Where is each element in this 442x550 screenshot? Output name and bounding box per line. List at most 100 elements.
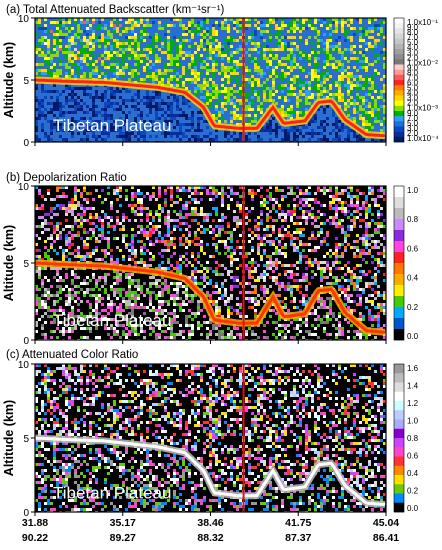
colorbar-label: 1.0 <box>407 417 419 426</box>
terrain-line <box>35 261 386 334</box>
x-tick-label-longitude: 87.37 <box>285 532 311 544</box>
colorbar-swatch <box>394 465 404 476</box>
colorbar-swatch <box>394 329 404 341</box>
colorbar-label: 2.0 <box>407 53 419 62</box>
colorbar-swatch <box>394 69 404 76</box>
colorbar-swatch <box>394 373 404 383</box>
y-tick-label: 0 <box>23 508 29 519</box>
colorbar-swatch <box>394 23 404 29</box>
colorbar-label: 8.0 <box>407 28 419 37</box>
y-axis-label: Altitude (km) <box>2 225 16 301</box>
colorbar-label: 1.0 <box>407 186 419 195</box>
colorbar-swatch <box>394 90 404 96</box>
colorbar-label: 1.0x10⁻¹ <box>407 18 438 27</box>
colorbar-swatch <box>394 410 404 420</box>
colorbar-swatch <box>394 85 404 91</box>
colorbar-swatch <box>394 219 404 231</box>
colorbar-label: 0.2 <box>407 487 419 496</box>
colorbar-swatch <box>394 38 404 45</box>
colorbar-swatch <box>394 43 404 50</box>
colorbar-label: 0.2 <box>407 303 419 312</box>
colorbar-swatch <box>394 274 404 286</box>
colorbar-swatch <box>394 230 404 242</box>
colorbar-swatch <box>394 252 404 264</box>
colorbar-swatch <box>394 116 404 122</box>
colorbar-swatch <box>394 18 404 24</box>
colorbar-label: 1.0x10⁻² <box>407 58 438 67</box>
colorbar-swatch <box>394 419 404 430</box>
colorbar-label: 3.0 <box>407 48 419 57</box>
y-tick-label: 10 <box>18 360 30 371</box>
x-tick-label-latitude: 31.88 <box>22 517 48 529</box>
colorbar-label: 8.0 <box>407 68 419 77</box>
colorbar-swatch <box>394 391 404 402</box>
x-tick-label-latitude: 45.04 <box>373 517 399 529</box>
colorbar-2: 1.6 1.4 1.2 1.0 0.8 0.6 0.4 0.2 0.0 <box>393 363 419 513</box>
y-tick-label: 0 <box>23 336 29 347</box>
colorbar-label: 5.0 <box>407 38 419 47</box>
colorbar-label: 0.8 <box>407 434 419 443</box>
x-tick-label-longitude: 89.27 <box>110 532 136 544</box>
x-tick-label-latitude: 35.17 <box>110 517 136 529</box>
colorbar-swatch <box>394 241 404 253</box>
colorbar-label: 0.8 <box>407 215 419 224</box>
colorbar-swatch <box>394 136 404 143</box>
colorbar-swatch <box>394 121 404 127</box>
colorbar-swatch <box>394 59 404 65</box>
x-tick-label-latitude: 38.46 <box>197 517 223 529</box>
colorbar-frame <box>393 363 405 513</box>
x-tick-label-latitude: 41.75 <box>285 517 311 529</box>
colorbar-swatch <box>394 74 404 81</box>
panel-title: (a) Total Attenuated Backscatter (km⁻¹sr… <box>6 4 225 16</box>
panel-2-plot <box>35 364 386 512</box>
colorbar-label: 0.0 <box>407 504 419 513</box>
colorbar-swatch <box>394 296 404 308</box>
colorbar-swatch <box>394 318 404 330</box>
colorbar-label: 0.6 <box>407 452 419 461</box>
colorbar-swatch <box>394 401 404 411</box>
colorbar-swatch <box>394 502 404 513</box>
colorbar-swatch <box>394 208 404 220</box>
colorbar-swatch <box>394 307 404 319</box>
colorbar-swatch <box>394 456 404 467</box>
colorbar-swatch <box>394 28 404 34</box>
colorbar-label: 9.0 <box>407 63 419 72</box>
colorbar-label: 4.0 <box>407 89 419 98</box>
colorbar-swatch <box>394 80 404 86</box>
colorbar-label: 3.0 <box>407 124 419 133</box>
colorbar-label: 0.6 <box>407 244 419 253</box>
y-tick-label: 5 <box>23 259 29 270</box>
terrain-line <box>35 78 386 138</box>
colorbar-0: 1.0x10⁻¹9.08.07.05.04.03.02.01.0x10⁻²9.0… <box>393 17 439 143</box>
colorbar-label: 3.0 <box>407 94 419 103</box>
tibetan-plateau-label: Tibetan Plateau <box>53 116 171 135</box>
colorbar-label: 1.2 <box>407 399 419 408</box>
colorbar-swatch <box>394 447 404 457</box>
colorbar-swatch <box>394 484 404 494</box>
y-axis-label: Altitude (km) <box>2 42 16 118</box>
colorbar-swatch <box>394 197 404 209</box>
x-tick-label-longitude: 86.41 <box>373 532 399 544</box>
colorbar-label: 1.0x10⁻⁴ <box>407 134 439 143</box>
colorbar-swatch <box>394 285 404 297</box>
colorbar-1: 1.0 0.8 0.6 0.4 0.2 0.0 <box>393 185 419 341</box>
colorbar-swatch <box>394 186 404 198</box>
y-tick-label: 5 <box>23 434 29 445</box>
colorbar-swatch <box>394 54 404 60</box>
colorbar-swatch <box>394 382 404 393</box>
x-tick-label-longitude: 90.22 <box>22 532 48 544</box>
colorbar-frame <box>393 17 405 143</box>
colorbar-swatch <box>394 438 404 448</box>
x-tick-label-longitude: 88.32 <box>197 532 223 544</box>
colorbar-swatch <box>394 95 404 101</box>
tibetan-plateau-label: Tibetan Plateau <box>53 484 171 503</box>
colorbar-swatch <box>394 263 404 275</box>
colorbar-label: 0.0 <box>407 332 419 341</box>
colorbar-swatch <box>394 105 404 112</box>
y-tick-label: 5 <box>23 76 29 87</box>
colorbar-label: 0.4 <box>407 469 419 478</box>
colorbar-swatch <box>394 493 404 504</box>
colorbar-swatch <box>394 100 404 107</box>
panel-title: (b) Depolarization Ratio <box>6 172 127 184</box>
colorbar-label: 0.4 <box>407 274 419 283</box>
